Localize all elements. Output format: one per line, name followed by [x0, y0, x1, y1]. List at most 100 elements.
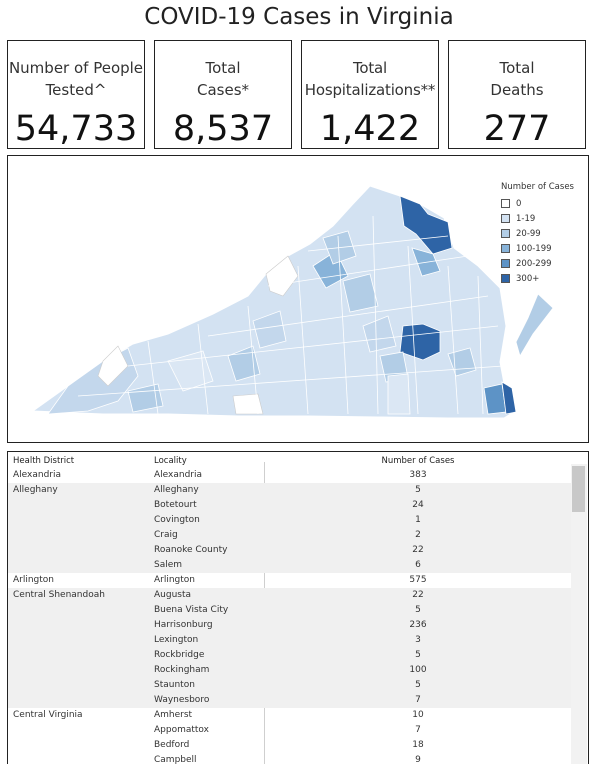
page-title: COVID-19 Cases in Virginia — [144, 4, 454, 30]
locality-cell: Covington — [154, 515, 200, 525]
legend-swatch — [501, 274, 510, 283]
locality-cell: Campbell — [154, 755, 197, 764]
kpi-value: 54,733 — [14, 109, 138, 149]
health-district-cell: Arlington — [13, 575, 55, 585]
locality-cell: Rockingham — [154, 665, 210, 675]
cases-cell: 6 — [415, 560, 421, 570]
legend-item: 0 — [501, 196, 574, 211]
cases-cell: 100 — [409, 665, 427, 675]
health-district-cell: Alleghany — [13, 485, 58, 495]
kpi-label: Total Hospitalizations** — [304, 59, 436, 99]
scrollbar-thumb[interactable] — [572, 466, 585, 512]
table-row[interactable]: Lexington 3 — [8, 633, 571, 648]
health-district-cell: Alexandria — [13, 470, 62, 480]
eastern-shore — [515, 293, 554, 358]
table-row[interactable]: Appomattox 7 — [8, 723, 571, 738]
map-legend: Number of Cases 0 1-19 20-99 100-199 200… — [501, 182, 574, 286]
county-region — [97, 345, 129, 387]
locality-cell: Buena Vista City — [154, 605, 229, 615]
district-group: Alleghany Alleghany 5 Botetourt 24 Covington 1… — [8, 483, 571, 573]
column-header-locality[interactable]: Locality — [154, 456, 187, 466]
kpi-card-tested: Number of People Tested^ 54,733 — [7, 40, 145, 149]
legend-item: 200-299 — [501, 256, 574, 271]
county-region — [387, 373, 411, 415]
locality-cell: Harrisonburg — [154, 620, 213, 630]
kpi-label: Number of People Tested^ — [8, 59, 144, 99]
table-row[interactable]: Rockbridge 5 — [8, 648, 571, 663]
locality-cell: Staunton — [154, 680, 195, 690]
locality-cell: Arlington — [154, 575, 196, 585]
locality-cell: Alleghany — [154, 485, 199, 495]
locality-cell: Alexandria — [154, 470, 203, 480]
legend-swatch — [501, 214, 510, 223]
cases-cell: 383 — [409, 470, 427, 480]
kpi-label: Total Deaths — [490, 59, 544, 99]
table-row[interactable]: Staunton 5 — [8, 678, 571, 693]
table-row[interactable]: Alexandria Alexandria 383 — [8, 468, 571, 483]
legend-label: 200-299 — [516, 258, 552, 269]
legend-item: 100-199 — [501, 241, 574, 256]
table-row[interactable]: Harrisonburg 236 — [8, 618, 571, 633]
table-row[interactable]: Waynesboro 7 — [8, 693, 571, 708]
column-header-number-of-cases[interactable]: Number of Cases — [381, 456, 455, 466]
table-row[interactable]: Bedford 18 — [8, 738, 571, 753]
table-row[interactable]: Rockingham 100 — [8, 663, 571, 678]
table-row[interactable]: Craig 2 — [8, 528, 571, 543]
table-row[interactable]: Central Virginia Amherst 10 — [8, 708, 571, 723]
cases-cell: 24 — [412, 500, 424, 510]
cases-cell: 10 — [412, 710, 424, 720]
kpi-value: 277 — [483, 109, 551, 149]
locality-cell: Lexington — [154, 635, 199, 645]
kpi-value: 1,422 — [319, 109, 421, 149]
county-region — [362, 315, 397, 353]
table-body: Alexandria Alexandria 383 Alleghany Alleghan… — [8, 468, 571, 764]
cases-cell: 5 — [415, 650, 421, 660]
cases-cell: 22 — [412, 545, 424, 555]
table-row[interactable]: Covington 1 — [8, 513, 571, 528]
cases-cell: 3 — [415, 635, 421, 645]
cases-cell: 2 — [415, 530, 421, 540]
locality-cell: Amherst — [154, 710, 193, 720]
kpi-card-hospitalizations: Total Hospitalizations** 1,422 — [301, 40, 439, 149]
virginia-choropleth-map[interactable] — [8, 156, 588, 442]
kpi-value: 8,537 — [172, 109, 274, 149]
legend-item: 300+ — [501, 271, 574, 286]
cases-table: Health District Locality Number of Cases… — [7, 451, 589, 764]
legend-label: 1-19 — [516, 213, 536, 224]
table-row[interactable]: Buena Vista City 5 — [8, 603, 571, 618]
cases-cell: 9 — [415, 755, 421, 764]
county-region — [232, 393, 264, 415]
table-row[interactable]: Campbell 9 — [8, 753, 571, 764]
cases-cell: 22 — [412, 590, 424, 600]
legend-swatch — [501, 244, 510, 253]
table-row[interactable]: Roanoke County 22 — [8, 543, 571, 558]
scrollbar-track[interactable] — [571, 464, 587, 764]
table-row[interactable]: Botetourt 24 — [8, 498, 571, 513]
district-group: Alexandria Alexandria 383 — [8, 468, 571, 483]
county-region — [342, 273, 379, 313]
legend-label: 300+ — [516, 273, 540, 284]
legend-label: 20-99 — [516, 228, 541, 239]
locality-cell: Rockbridge — [154, 650, 205, 660]
health-district-cell: Central Shenandoah — [13, 590, 105, 600]
district-group: Arlington Arlington 575 — [8, 573, 571, 588]
locality-cell: Salem — [154, 560, 183, 570]
legend-swatch — [501, 229, 510, 238]
legend-title: Number of Cases — [501, 182, 574, 192]
column-header-health-district[interactable]: Health District — [13, 456, 75, 466]
legend-label: 0 — [516, 198, 522, 209]
cases-cell: 7 — [415, 725, 421, 735]
county-region — [252, 310, 287, 349]
virginia-map-panel: Number of Cases 0 1-19 20-99 100-199 200… — [7, 155, 589, 443]
table-row[interactable]: Salem 6 — [8, 558, 571, 573]
locality-cell: Botetourt — [154, 500, 197, 510]
legend-item: 20-99 — [501, 226, 574, 241]
locality-cell: Augusta — [154, 590, 192, 600]
locality-cell: Craig — [154, 530, 178, 540]
kpi-label: Total Cases* — [196, 59, 250, 99]
county-region — [501, 381, 517, 415]
table-row[interactable]: Central Shenandoah Augusta 22 — [8, 588, 571, 603]
table-row[interactable]: Alleghany Alleghany 5 — [8, 483, 571, 498]
table-row[interactable]: Arlington Arlington 575 — [8, 573, 571, 588]
district-group: Central Virginia Amherst 10 Appomattox 7 Bedf… — [8, 708, 571, 764]
